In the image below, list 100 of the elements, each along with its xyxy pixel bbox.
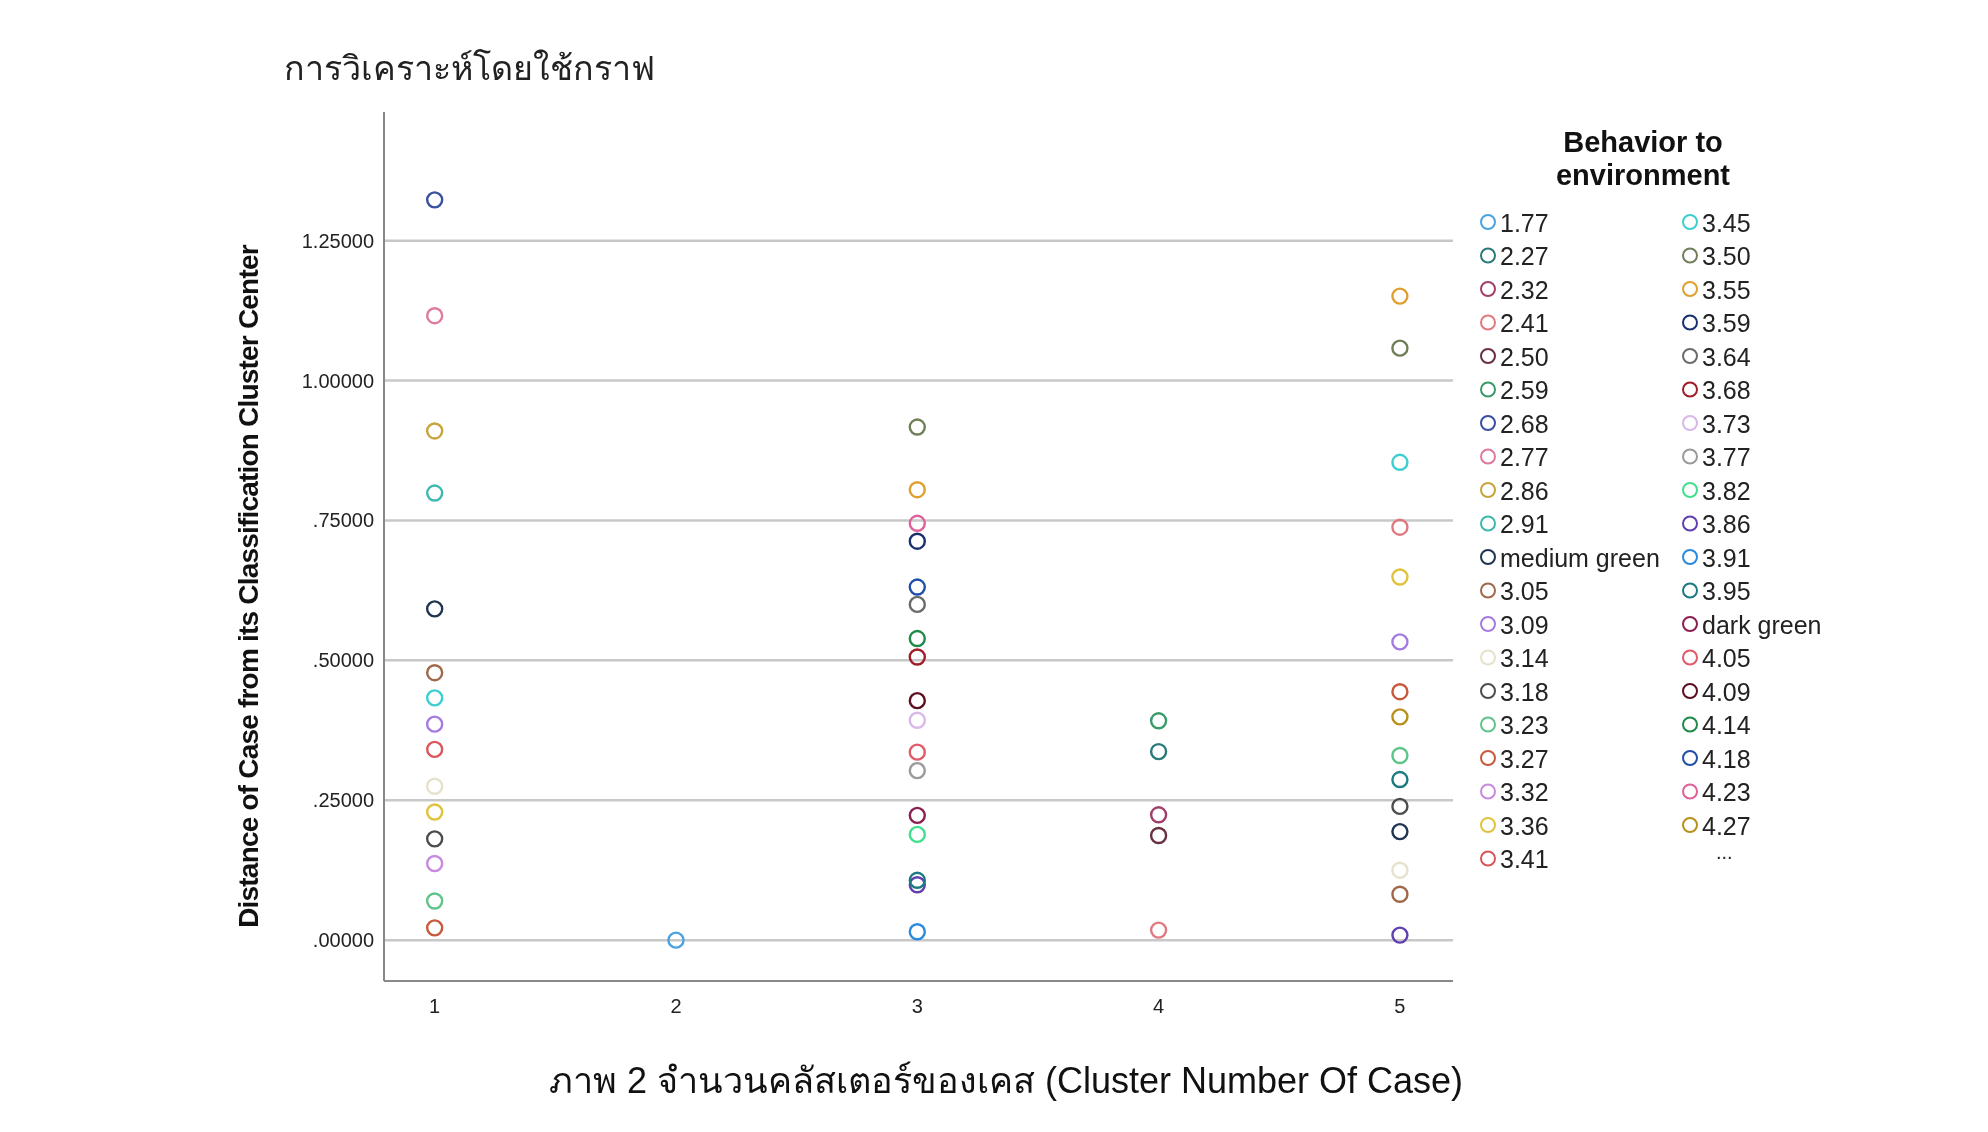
point: [908, 871, 926, 889]
point: [1149, 742, 1168, 761]
legend-label: 3.82: [1702, 476, 1751, 505]
point: [425, 307, 444, 325]
point: [1149, 806, 1168, 824]
point: [425, 191, 444, 209]
legend-label: 3.73: [1702, 409, 1751, 438]
chart-title: การวิเคราะห์โดยใช้กราฟ: [284, 49, 655, 87]
legend-label: 2.68: [1500, 409, 1549, 438]
point: [425, 664, 444, 682]
legend-label: 3.41: [1500, 845, 1549, 873]
point: [908, 806, 926, 825]
point: [908, 595, 926, 614]
text: ...: [1716, 840, 1733, 863]
point: [425, 484, 444, 502]
point: [425, 830, 444, 848]
point: [1391, 287, 1409, 305]
y-tick-label: .00000: [312, 929, 374, 952]
point: [425, 740, 444, 759]
point: [1391, 683, 1409, 701]
legend-label: 2.50: [1500, 342, 1549, 371]
point: [1391, 746, 1409, 765]
legend-label: 3.50: [1702, 242, 1751, 270]
legend-label: 3.68: [1702, 376, 1751, 404]
legend-label: 2.27: [1500, 242, 1549, 270]
legend-label: 4.14: [1702, 711, 1751, 739]
point: [1391, 708, 1409, 726]
y-tick-label: .50000: [312, 649, 374, 672]
legend-label: 3.55: [1702, 275, 1751, 304]
legend-label: 3.77: [1702, 443, 1751, 471]
x-tick-label: 4: [1153, 995, 1165, 1017]
legend-label: 3.05: [1500, 577, 1549, 605]
point: [908, 876, 926, 894]
y-axis-title: Distance of Case from its Classification Cluster Center: [233, 244, 264, 928]
x-tick-label: 2: [670, 995, 682, 1017]
legend-label: 3.64: [1702, 342, 1751, 371]
legend-label: 3.27: [1500, 744, 1549, 773]
point: [425, 892, 444, 910]
point: [1391, 770, 1409, 789]
point: [667, 931, 685, 949]
point: [1391, 926, 1409, 944]
point: [908, 418, 926, 436]
point: [908, 648, 926, 666]
legend-label: 2.91: [1500, 510, 1549, 538]
point: [908, 743, 926, 761]
point: [1391, 568, 1409, 586]
point: [425, 777, 444, 795]
point: [1391, 797, 1409, 816]
point: [1391, 453, 1409, 471]
point: [908, 923, 926, 941]
point: [1391, 339, 1409, 357]
legend-label: 4.05: [1702, 644, 1751, 672]
y-tick-label: 1.25000: [301, 229, 374, 252]
x-tick-label: 3: [911, 995, 923, 1017]
legend-label: 3.36: [1500, 811, 1549, 840]
point: [425, 803, 444, 821]
point: [425, 689, 444, 707]
legend-label: 2.59: [1500, 376, 1549, 404]
point: [908, 629, 926, 648]
text: ภาพ 2 จำนวนคลัสเตอร์ของเคส (Cluster Number Of Case): [548, 1060, 1464, 1101]
y-tick-label: .25000: [312, 789, 374, 812]
legend-label: 2.77: [1500, 443, 1549, 471]
legend-label: 3.91: [1702, 543, 1751, 572]
legend-label: 4.18: [1702, 744, 1751, 773]
legend-label: 3.95: [1702, 577, 1751, 605]
point: [1391, 885, 1409, 903]
point: [908, 711, 926, 729]
point: [1391, 633, 1409, 651]
point: [425, 422, 444, 440]
point: [1149, 921, 1168, 939]
legend-label: 3.23: [1500, 711, 1549, 739]
point: [425, 919, 444, 937]
legend-label: 3.09: [1500, 610, 1549, 639]
legend-title: Behavior to environment: [1555, 126, 1731, 191]
legend-label: 4.23: [1702, 778, 1751, 806]
legend-label: 2.32: [1500, 275, 1549, 304]
legend-label: 3.45: [1702, 208, 1751, 237]
legend-label: 2.41: [1500, 309, 1549, 337]
y-tick-label: 1.00000: [301, 369, 374, 392]
legend-label: 2.86: [1500, 476, 1549, 505]
point: [908, 578, 926, 596]
legend-label: 4.09: [1702, 677, 1751, 706]
point: [425, 600, 444, 618]
legend-label: medium green: [1500, 543, 1660, 572]
point: [1149, 712, 1168, 730]
point: [1391, 518, 1409, 536]
legend-label: 3.18: [1500, 677, 1549, 706]
legend-label: 3.59: [1702, 309, 1751, 337]
point: [425, 854, 444, 873]
point: [908, 761, 926, 780]
x-tick-label: 5: [1394, 995, 1406, 1017]
y-tick-label: .75000: [312, 509, 374, 532]
point: [908, 691, 926, 710]
legend-label: 4.27: [1702, 811, 1751, 840]
legend-label: 1.77: [1500, 208, 1549, 237]
x-tick-label: 1: [429, 995, 441, 1017]
point: [1149, 826, 1168, 845]
point: [1391, 861, 1409, 879]
point: [908, 825, 926, 844]
point: [908, 514, 926, 532]
